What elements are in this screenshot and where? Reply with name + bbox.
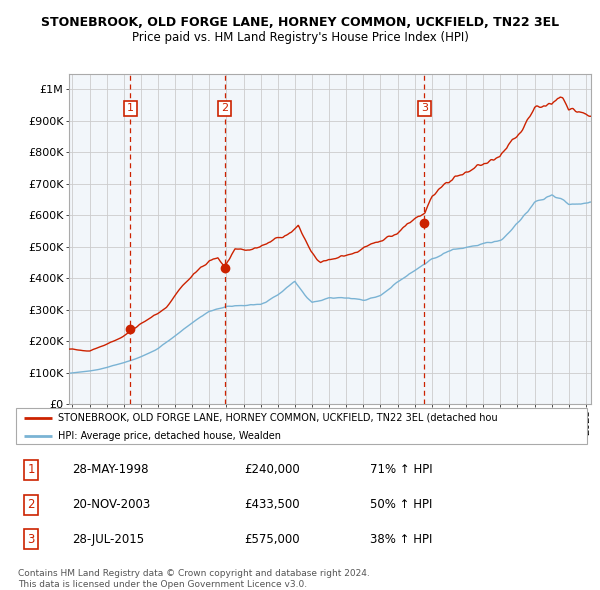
Text: 28-JUL-2015: 28-JUL-2015	[73, 533, 145, 546]
Text: 3: 3	[28, 533, 35, 546]
Text: Contains HM Land Registry data © Crown copyright and database right 2024.
This d: Contains HM Land Registry data © Crown c…	[18, 569, 370, 589]
Text: 2: 2	[221, 103, 228, 113]
Text: 1: 1	[127, 103, 134, 113]
Text: 38% ↑ HPI: 38% ↑ HPI	[370, 533, 433, 546]
Bar	[224, 74, 424, 404]
Text: £433,500: £433,500	[244, 498, 300, 511]
Text: 3: 3	[421, 103, 428, 113]
Bar	[130, 74, 224, 404]
Text: 71% ↑ HPI: 71% ↑ HPI	[370, 464, 433, 477]
FancyBboxPatch shape	[16, 408, 587, 444]
Text: 20-NOV-2003: 20-NOV-2003	[73, 498, 151, 511]
Text: Price paid vs. HM Land Registry's House Price Index (HPI): Price paid vs. HM Land Registry's House …	[131, 31, 469, 44]
Text: 28-MAY-1998: 28-MAY-1998	[73, 464, 149, 477]
Bar	[69, 74, 130, 404]
Text: HPI: Average price, detached house, Wealden: HPI: Average price, detached house, Weal…	[58, 431, 281, 441]
Text: STONEBROOK, OLD FORGE LANE, HORNEY COMMON, UCKFIELD, TN22 3EL (detached hou: STONEBROOK, OLD FORGE LANE, HORNEY COMMO…	[58, 412, 497, 422]
Text: 2: 2	[27, 498, 35, 511]
Text: £240,000: £240,000	[244, 464, 300, 477]
Text: £575,000: £575,000	[244, 533, 300, 546]
Text: STONEBROOK, OLD FORGE LANE, HORNEY COMMON, UCKFIELD, TN22 3EL: STONEBROOK, OLD FORGE LANE, HORNEY COMMO…	[41, 16, 559, 29]
Text: 50% ↑ HPI: 50% ↑ HPI	[370, 498, 433, 511]
Text: 1: 1	[27, 464, 35, 477]
Bar	[424, 74, 591, 404]
